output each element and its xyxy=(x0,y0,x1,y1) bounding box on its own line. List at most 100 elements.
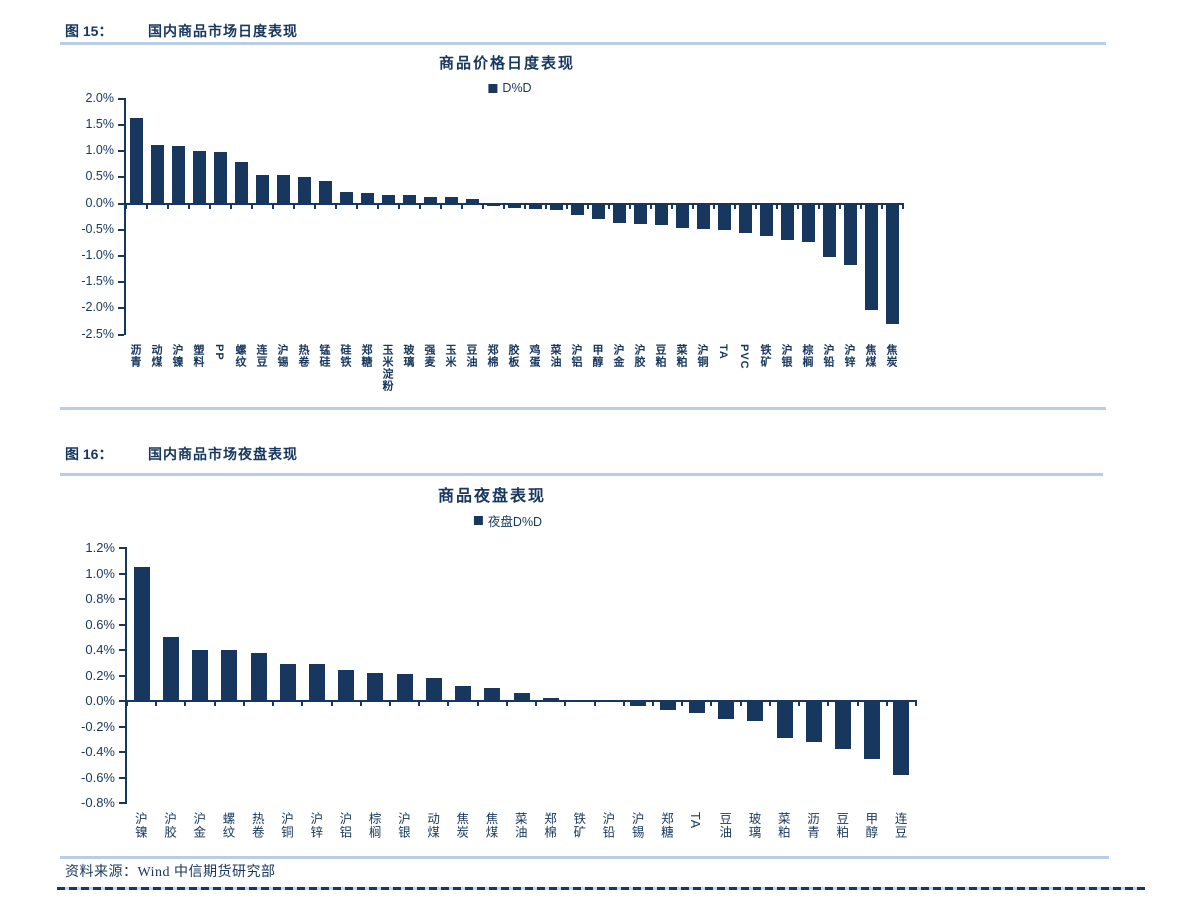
x-category-label: 菜粕 xyxy=(775,812,790,839)
bar-沪铜 xyxy=(697,204,710,229)
bar-沪铝 xyxy=(338,670,355,701)
bar-沪胶 xyxy=(634,204,647,225)
x-category-label: 沪铜 xyxy=(278,812,293,839)
bar-沪镍 xyxy=(133,567,150,701)
bar-棕榈 xyxy=(802,204,815,243)
y-axis-tick xyxy=(119,547,125,549)
bar-连豆 xyxy=(893,702,910,775)
bar-硅铁 xyxy=(340,192,353,204)
x-axis-tick xyxy=(505,700,508,706)
x-axis-tick xyxy=(503,202,505,209)
x-axis-tick xyxy=(242,700,245,706)
x-axis-tick xyxy=(856,700,859,706)
figure15-label: 图 15： xyxy=(65,23,113,39)
x-axis-tick xyxy=(818,202,820,209)
y-axis-tick xyxy=(119,572,125,575)
y-axis-tick xyxy=(118,150,124,153)
bar-玉米淀粉 xyxy=(382,194,395,204)
x-axis-tick xyxy=(125,202,127,209)
x-axis-tick xyxy=(398,202,400,209)
x-axis-tick xyxy=(314,202,316,209)
bar-沥青 xyxy=(130,117,143,204)
x-category-label: PVC xyxy=(738,344,750,370)
x-category-label: 沪金 xyxy=(191,812,206,839)
x-axis-tick xyxy=(230,202,232,209)
x-axis-tick xyxy=(356,202,358,209)
x-category-label: 沪铝 xyxy=(337,812,352,839)
y-axis-tick xyxy=(119,725,125,728)
x-axis-tick xyxy=(447,700,450,706)
figure16-title: 国内商品市场夜盘表现 xyxy=(148,446,298,462)
y-axis-tick xyxy=(119,751,125,753)
x-axis-tick xyxy=(755,202,757,209)
bar-菜粕 xyxy=(776,702,793,738)
y-axis-tick xyxy=(118,333,124,336)
bar-郑糖 xyxy=(361,193,374,204)
chart1-title: 商品价格日度表现 xyxy=(438,55,576,72)
x-axis-tick xyxy=(440,202,442,209)
x-axis-tick xyxy=(650,202,652,209)
bar-郑棉 xyxy=(542,698,559,701)
y-tick-label: 0.4% xyxy=(85,642,115,657)
x-axis-tick xyxy=(482,202,484,209)
x-axis-tick xyxy=(692,202,694,209)
y-tick-label: 1.0% xyxy=(85,143,115,158)
y-tick-label: 1.2% xyxy=(85,540,115,555)
bar-TA xyxy=(688,702,705,714)
y-axis-tick xyxy=(119,776,125,779)
x-category-label: 焦炭 xyxy=(454,812,469,839)
y-axis-tick xyxy=(119,802,125,804)
bar-沪铜 xyxy=(279,664,296,701)
x-category-label: 玻璃 xyxy=(746,812,761,839)
x-axis-tick xyxy=(710,700,713,706)
x-category-label: 菜粕 xyxy=(675,344,687,368)
chart1-legend-swatch xyxy=(488,83,498,93)
x-axis-tick xyxy=(461,202,463,209)
bar-动煤 xyxy=(425,678,442,701)
x-axis-tick xyxy=(251,202,253,209)
bar-菜粕 xyxy=(676,204,689,228)
bar-螺纹 xyxy=(235,161,248,204)
x-category-label: 玉米淀粉 xyxy=(381,344,393,392)
x-category-label: 甲醇 xyxy=(591,344,603,368)
bar-甲醇 xyxy=(592,204,605,220)
x-axis-tick xyxy=(188,202,190,209)
x-axis-tick xyxy=(184,700,187,706)
x-axis-tick xyxy=(209,202,211,209)
bar-鸡蛋 xyxy=(529,204,542,209)
x-axis-tick xyxy=(587,202,589,209)
bar-玉米 xyxy=(445,196,458,204)
x-category-label: TA xyxy=(717,344,729,360)
bar-沪锌 xyxy=(844,204,857,266)
figure15-header-rule xyxy=(60,42,1106,45)
bar-沪锡 xyxy=(277,174,290,204)
y-axis-tick xyxy=(119,674,125,677)
x-axis-tick xyxy=(881,202,883,209)
x-category-label: 沪铅 xyxy=(822,344,834,368)
x-axis-tick xyxy=(476,700,479,706)
bar-螺纹 xyxy=(221,650,238,701)
bar-沪铅 xyxy=(823,204,836,258)
x-category-label: 沪镍 xyxy=(171,344,183,368)
x-category-label: 铁矿 xyxy=(759,344,771,368)
x-axis-tick xyxy=(885,700,888,706)
bar-连豆 xyxy=(256,174,269,204)
x-category-label: 螺纹 xyxy=(220,812,235,839)
x-category-label: 沪铜 xyxy=(696,344,708,368)
bar-郑棉 xyxy=(487,204,500,207)
y-tick-label: -0.4% xyxy=(81,744,115,759)
x-axis-tick xyxy=(902,202,904,209)
x-axis-tick xyxy=(739,700,742,706)
x-axis-tick xyxy=(389,700,391,706)
figure16-bottom-rule xyxy=(60,856,1109,859)
bar-动煤 xyxy=(151,144,164,204)
y-axis-tick xyxy=(118,281,124,284)
x-category-label: 热卷 xyxy=(297,344,309,368)
y-axis-tick xyxy=(118,228,124,231)
x-category-label: 沪锡 xyxy=(276,344,288,368)
x-axis-tick xyxy=(798,700,801,706)
chart2-legend-swatch xyxy=(473,516,483,525)
x-category-label: 郑棉 xyxy=(541,812,556,839)
x-category-label: 沪锡 xyxy=(629,812,644,839)
x-axis-tick xyxy=(167,202,169,209)
